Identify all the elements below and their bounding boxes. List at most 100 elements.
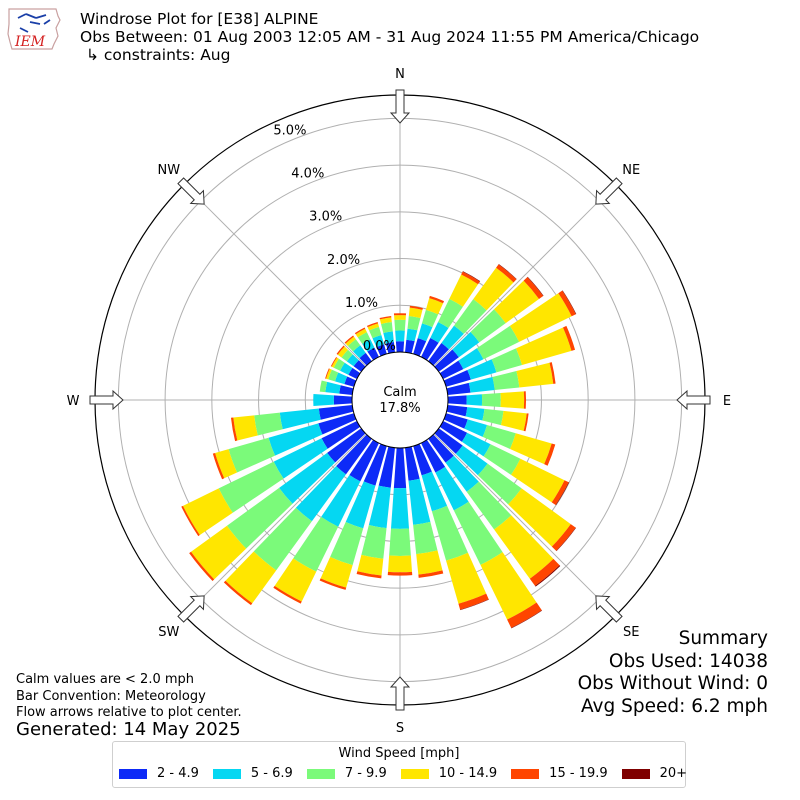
- bar-segment-270-0: [333, 395, 353, 405]
- bar-segment-140-4: [529, 558, 560, 586]
- bar-segment-20-2: [421, 309, 439, 328]
- bar-segment-70-0: [443, 370, 471, 387]
- bar-segment-290-2: [328, 369, 339, 382]
- legend-item: 20+: [621, 766, 688, 781]
- bar-segment-210-3: [274, 558, 317, 602]
- grid-spoke: [183, 433, 367, 617]
- flow-arrow-icon: [389, 89, 411, 124]
- bar-segment-230-1: [279, 452, 336, 504]
- radial-tick-label: 0.0%: [363, 339, 396, 354]
- summary-title: Summary: [678, 628, 768, 649]
- bar-segment-340-0: [376, 344, 387, 357]
- bar-segment-110-2: [482, 424, 516, 449]
- bar-segment-90-0: [447, 395, 467, 405]
- legend-label: 20+: [659, 766, 688, 781]
- bar-segment-200-3: [320, 556, 353, 588]
- bar-segment-50-0: [434, 349, 459, 372]
- bar-segment-170-0: [405, 446, 420, 481]
- bar-segment-220-0: [336, 434, 372, 475]
- bar-segment-310-3: [337, 346, 348, 358]
- bar-segment-320-4: [344, 335, 354, 344]
- calm-value: 17.8%: [379, 401, 420, 416]
- bar-segment-60-5: [562, 290, 577, 315]
- bar-segment-180-4: [387, 571, 413, 576]
- bar-segment-150-4: [507, 602, 542, 628]
- bar-segment-260-3: [233, 415, 258, 441]
- radial-tick-labels: 0.0% 1.0% 2.0% 3.0% 4.0% 5.0%: [273, 123, 395, 354]
- flow-arrows-note: Flow arrows relative to plot center.: [16, 705, 242, 720]
- bar-segment-10-0: [405, 339, 415, 354]
- bar-segment-330-1: [362, 339, 375, 352]
- bar-segment-90-4: [523, 391, 527, 409]
- flow-arrow-icon: [89, 389, 124, 411]
- bar-segment-130-0: [434, 428, 463, 454]
- bar-segment-220-3: [225, 551, 277, 604]
- bar-segment-150-1: [435, 466, 469, 511]
- radial-tick-label: 5.0%: [273, 123, 306, 138]
- bar-segment-260-2: [254, 412, 283, 436]
- legend-swatch: [400, 768, 429, 779]
- bar-segment-260-1: [279, 408, 321, 430]
- legend-label: 15 - 19.9: [549, 766, 608, 781]
- legend-title: Wind Speed [mph]: [338, 746, 460, 761]
- bar-segment-110-1: [464, 419, 488, 437]
- direction-label-e: E: [723, 394, 731, 409]
- bar-segment-220-4: [223, 580, 253, 606]
- bar-segment-40-3: [473, 267, 514, 311]
- bar-segment-350-1: [383, 331, 394, 344]
- bar-segment-330-4: [354, 327, 366, 335]
- bar-segment-40-2: [454, 299, 487, 334]
- bar-segment-300-0: [348, 367, 361, 379]
- bar-segment-60-3: [509, 293, 572, 342]
- bar-segment-140-2: [466, 481, 512, 530]
- bar-segment-350-3: [379, 317, 392, 324]
- bar-segment-30-1: [430, 321, 449, 343]
- bar-segment-250-0: [318, 413, 357, 435]
- bar-segment-20-3: [425, 298, 444, 315]
- bar-segment-120-2: [483, 444, 521, 475]
- bar-segment-30-4: [461, 271, 480, 285]
- bar-segment-70-1: [467, 359, 497, 380]
- bar-segment-120-4: [551, 480, 569, 505]
- bar-segment-240-3: [182, 488, 233, 536]
- bar-segment-240-1: [273, 438, 328, 479]
- direction-label-n: N: [395, 67, 405, 82]
- bar-segment-90-2: [481, 392, 501, 408]
- bar-segment-20-1: [417, 323, 433, 342]
- bar-segment-40-0: [428, 343, 449, 366]
- bar-segment-310-1: [346, 354, 359, 367]
- bar-segment-200-4: [319, 578, 347, 590]
- bar-segment-200-2: [330, 521, 364, 566]
- bar-segment-70-2: [491, 348, 523, 373]
- legend-item: 7 - 9.9: [306, 766, 387, 781]
- legend-swatch: [511, 768, 540, 779]
- bar-segment-240-4: [181, 505, 200, 537]
- flow-arrow-icon: [595, 595, 623, 623]
- bar-segment-130-5: [556, 527, 577, 552]
- flow-arrow-icon: [177, 177, 205, 205]
- bar-segment-190-3: [357, 554, 384, 576]
- bar-segment-190-2: [361, 525, 387, 559]
- notes-panel: Calm values are < 2.0 mph Bar Convention…: [16, 672, 242, 722]
- bar-segment-180-0: [393, 447, 407, 489]
- direction-label-ne: NE: [622, 163, 640, 178]
- bar-segment-330-0: [367, 347, 379, 361]
- bar-segment-50-5: [527, 276, 544, 296]
- bar-segment-80-4: [549, 362, 556, 384]
- bar-segment-200-1: [345, 481, 376, 529]
- bar-segment-210-0: [349, 439, 379, 482]
- flow-arrow-icon: [177, 595, 205, 623]
- grid-spoke: [433, 433, 617, 617]
- legend-swatch: [119, 768, 147, 779]
- summary-panel: Summary Obs Used: 14038 Obs Without Wind…: [578, 628, 768, 718]
- iowa-outline-icon: [7, 8, 61, 50]
- direction-label-s: S: [396, 721, 404, 736]
- bar-segment-100-3: [500, 410, 527, 431]
- bar-segment-30-0: [421, 337, 439, 361]
- bar-segment-180-3: [387, 555, 413, 573]
- bar-segment-170-1: [408, 478, 431, 525]
- direction-label-sw: SW: [158, 625, 179, 640]
- generated-date: Generated: 14 May 2025: [16, 719, 241, 740]
- bar-segment-230-4: [189, 551, 215, 582]
